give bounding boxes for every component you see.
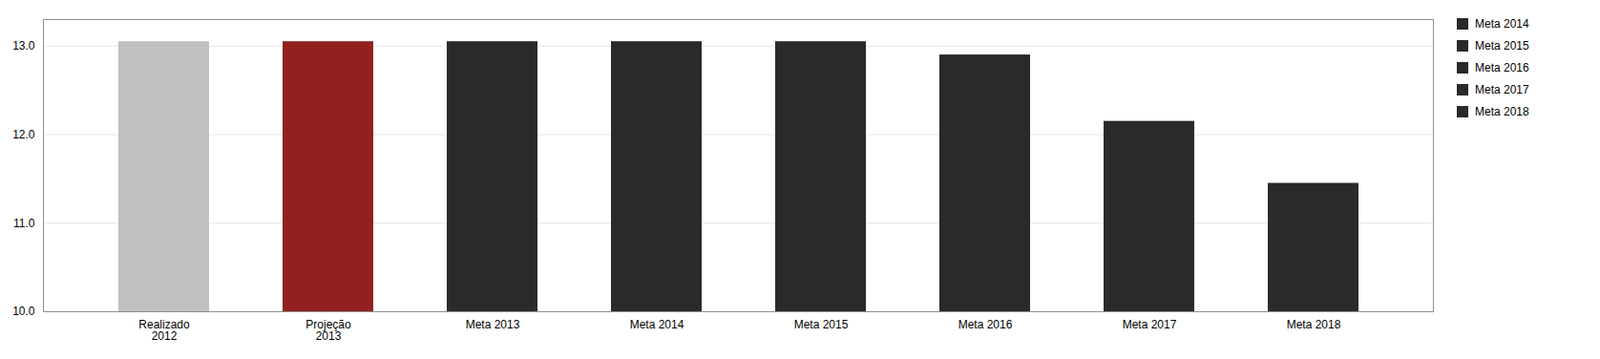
svg-text:13.0: 13.0 — [12, 39, 36, 53]
svg-text:Meta 2017: Meta 2017 — [1122, 317, 1178, 332]
html-text:Meta 2018: Meta 2018 — [1474, 105, 1530, 119]
html-text:Meta 2014: Meta 2014 — [1474, 17, 1530, 31]
svg-text:Meta 2015: Meta 2015 — [794, 317, 849, 332]
html-text:Meta 2017: Meta 2017 — [1474, 83, 1530, 97]
svg-text:10.0: 10.0 — [12, 304, 36, 318]
html-text:Meta 2016: Meta 2016 — [1474, 61, 1530, 75]
svg-text:Meta 2016: Meta 2016 — [958, 317, 1013, 332]
svg-text:11.0: 11.0 — [13, 216, 36, 231]
svg-text:Realizado2012: Realizado2012 — [138, 317, 190, 343]
svg-text:Meta 2014: Meta 2014 — [630, 317, 685, 332]
svg-text:12.0: 12.0 — [12, 127, 36, 142]
html-text:Meta 2015: Meta 2015 — [1474, 39, 1530, 53]
svg-text:Meta 2018: Meta 2018 — [1286, 317, 1342, 332]
svg-text:Projeção2013: Projeção2013 — [305, 317, 352, 343]
svg-text:Meta 2013: Meta 2013 — [465, 317, 521, 332]
